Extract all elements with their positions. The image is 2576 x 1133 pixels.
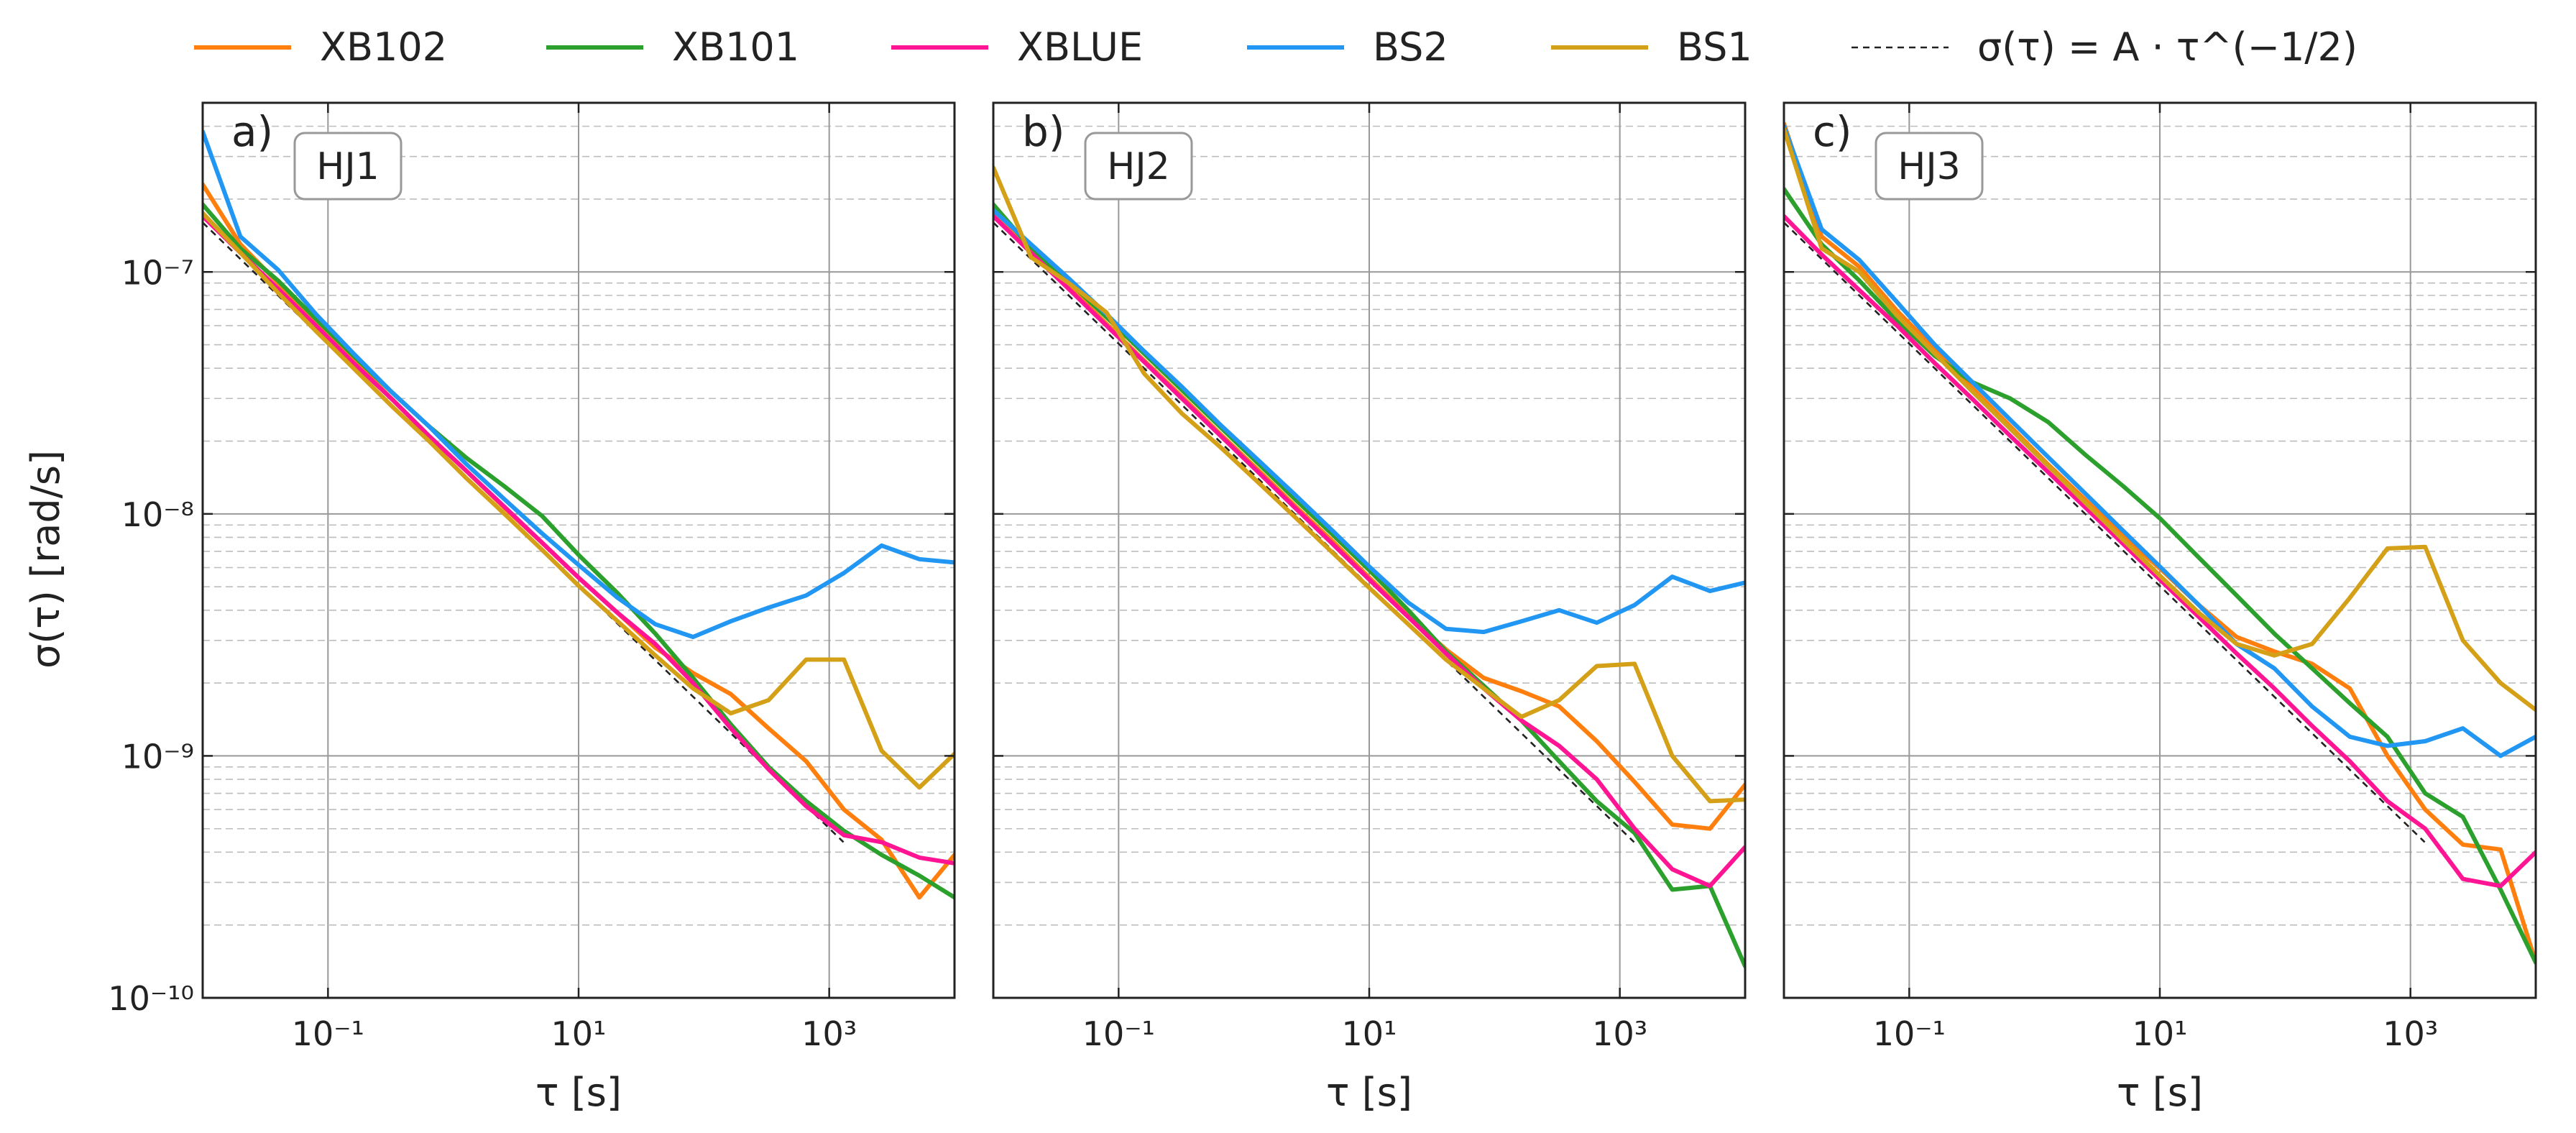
panel-1-grid	[203, 103, 954, 998]
panel-2-x-tick-label: 10⁻¹	[1082, 1014, 1155, 1053]
legend-item-bs2: BS2	[1247, 24, 1448, 70]
panel-1: 10⁻¹ 10¹ 10³ 10⁻⁷ 10⁻⁸ 10⁻⁹ 10⁻¹⁰ τ [s] a) HJ1	[108, 101, 956, 1115]
legend-item-xb101: XB101	[546, 24, 799, 70]
panel-1-box-label: HJ1	[316, 145, 380, 188]
legend-item-bs1: BS1	[1551, 24, 1752, 70]
panel-2-series-bs2	[993, 208, 1745, 635]
legend-label-xblue: XBLUE	[1017, 24, 1143, 70]
panel-3-series-bs1	[1784, 127, 2536, 712]
panel-1-y-tick-label: 10⁻⁷	[121, 253, 194, 292]
panel-1-series-xblue	[203, 214, 954, 866]
panel-2-grid	[993, 103, 1745, 998]
panel-1-panel-letter: a)	[231, 107, 273, 156]
panel-1-series-bs1	[203, 211, 954, 790]
panel-1-y-tick-label: 10⁻¹⁰	[108, 979, 194, 1018]
panel-2: 10⁻¹ 10¹ 10³ τ [s] b) HJ2	[992, 101, 1747, 1115]
panel-1-x-axis-label: τ [s]	[535, 1070, 622, 1115]
panel-1-y-tick-label: 10⁻⁹	[121, 737, 194, 776]
panel-1-series-bs2	[203, 129, 954, 639]
panel-2-x-tick-label: 10¹	[1342, 1014, 1397, 1053]
legend-label-bs2: BS2	[1373, 24, 1448, 70]
legend-item-ref: σ(τ) = A · τ^(−1/2)	[1852, 24, 2358, 70]
panel-3-box	[1874, 132, 1984, 201]
panel-1-series-xb101	[203, 202, 954, 900]
legend-label-xb101: XB101	[672, 24, 799, 70]
panel-2-panel-letter: b)	[1022, 107, 1064, 156]
legend: XB102 XB101 XBLUE BS2 BS1 σ(τ) = A · τ^(−1/2)	[194, 24, 2358, 70]
panel-1-x-tick-label: 10³	[801, 1014, 857, 1053]
panel-3-x-tick-label: 10¹	[2133, 1014, 2188, 1053]
panel-3-series-xb101	[1784, 187, 2536, 965]
legend-label-bs1: BS1	[1677, 24, 1752, 70]
y-axis-label: σ(τ) [rad/s]	[23, 450, 68, 669]
panel-2-series	[993, 165, 1745, 969]
panel-3: 10⁻¹ 10¹ 10³ τ [s] c) HJ3	[1782, 101, 2537, 1115]
panel-1-x-tick-label: 10¹	[551, 1014, 607, 1053]
panel-3-panel-letter: c)	[1813, 107, 1852, 156]
panel-3-series-bs2	[1784, 124, 2536, 758]
panel-3-grid	[1784, 103, 2536, 998]
legend-label-xb102: XB102	[320, 24, 447, 70]
panel-2-box	[1084, 132, 1193, 201]
panel-1-x-tick-label: 10⁻¹	[292, 1014, 364, 1053]
panel-2-series-bs1	[993, 165, 1745, 804]
panel-3-box-label: HJ3	[1898, 145, 1961, 188]
panel-3-series-xblue	[1784, 214, 2536, 889]
panel-3-x-axis-label: τ [s]	[2117, 1070, 2203, 1115]
panel-1-series	[203, 129, 954, 900]
legend-label-ref: σ(τ) = A · τ^(−1/2)	[1977, 24, 2358, 70]
panel-2-x-tick-label: 10³	[1592, 1014, 1647, 1053]
legend-item-xblue: XBLUE	[891, 24, 1143, 70]
panel-2-x-axis-label: τ [s]	[1326, 1070, 1412, 1115]
panel-3-series	[1784, 121, 2536, 965]
panel-2-box-label: HJ2	[1107, 145, 1170, 188]
panel-3-x-tick-label: 10⁻¹	[1873, 1014, 1946, 1053]
panel-3-x-tick-label: 10³	[2383, 1014, 2438, 1053]
legend-item-xb102: XB102	[194, 24, 447, 70]
panel-1-y-tick-label: 10⁻⁸	[121, 495, 194, 534]
panel-2-series-xblue	[993, 214, 1745, 889]
panel-3-reference-line	[1783, 221, 2426, 843]
panel-1-box	[293, 132, 402, 201]
